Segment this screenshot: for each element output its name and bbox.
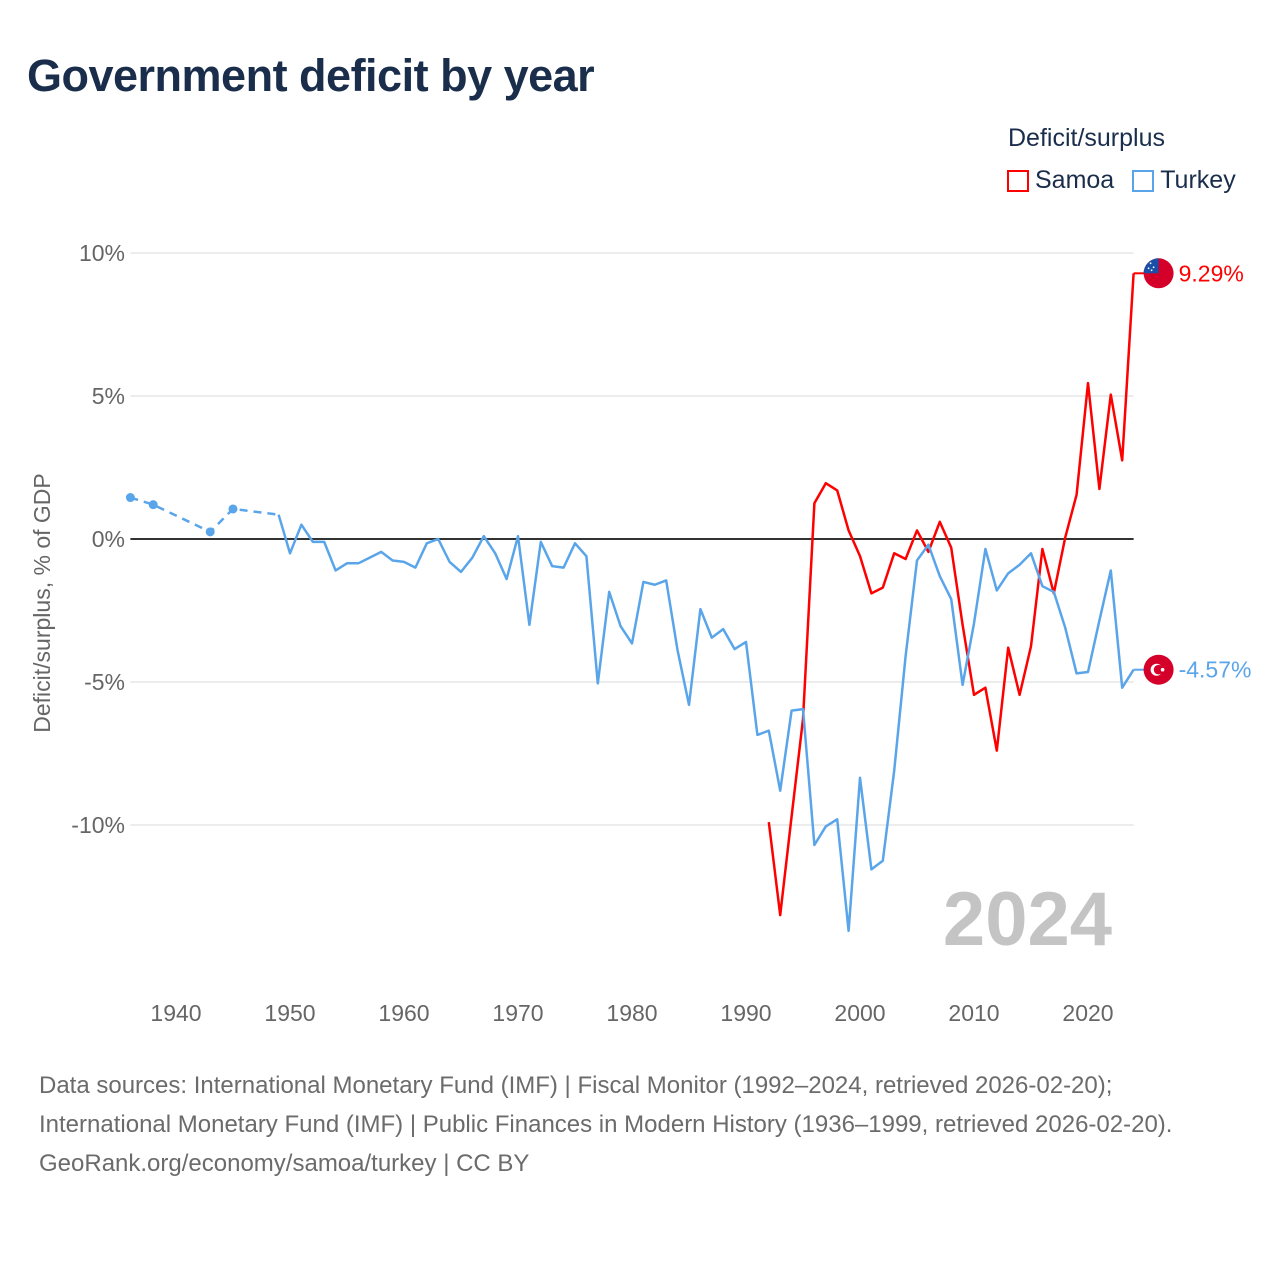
x-tick-label: 1960 [378,1000,429,1026]
y-tick-label: -10% [71,812,125,838]
x-tick-label: 1980 [606,1000,657,1026]
flag-canton [1143,258,1159,274]
x-tick-label: 1950 [264,1000,315,1026]
flag-star [1160,667,1165,672]
legend: Samoa Turkey [1007,166,1236,195]
samoa-line [767,273,1135,917]
y-tick-label: -5% [84,669,125,695]
flag-star [1152,266,1155,269]
turkey-point [148,500,158,510]
y-tick-label: 0% [92,526,125,552]
page-title: Government deficit by year [27,50,595,101]
legend-swatch-samoa [1007,169,1029,192]
y-axis-label: Deficit/surplus, % of GDP [29,473,55,732]
x-tick-label: 2000 [834,1000,885,1026]
x-tick-label: 1990 [720,1000,771,1026]
data-sources: Data sources: International Monetary Fun… [39,1072,1173,1138]
legend-item-turkey[interactable]: Turkey [1132,166,1236,195]
y-tick-label: 10% [79,240,125,266]
samoa-end-label: 9.29% [1179,260,1244,286]
x-tick-label: 1970 [492,1000,543,1026]
turkey-point [228,504,238,514]
flag-star [1150,269,1153,272]
y-tick-label: 5% [92,383,125,409]
x-tick-label: 2020 [1062,1000,1113,1026]
flag-crescent-cut [1153,664,1164,675]
legend-swatch-turkey [1132,169,1155,192]
footer: Data sources: International Monetary Fun… [39,1066,1239,1183]
turkey-flag-icon [1143,654,1174,685]
legend-label-samoa: Samoa [1035,166,1115,194]
x-tick-label: 1940 [150,1000,201,1026]
samoa-flag-icon [1143,258,1174,289]
x-tick-label: 2010 [948,1000,999,1026]
turkey-line [277,514,1135,933]
legend-item-samoa[interactable]: Samoa [1007,166,1114,195]
watermark-year: 2024 [943,877,1112,962]
legend-label-turkey: Turkey [1160,166,1236,194]
turkey-end-label: -4.57% [1179,657,1252,683]
legend-title: Deficit/surplus [1008,124,1165,152]
flag-star [1149,262,1152,265]
turkey-point [125,493,135,503]
credit-link[interactable]: GeoRank.org/economy/samoa/turkey | CC BY [39,1150,530,1177]
turkey-point [205,527,215,537]
flag-star [1147,267,1150,270]
